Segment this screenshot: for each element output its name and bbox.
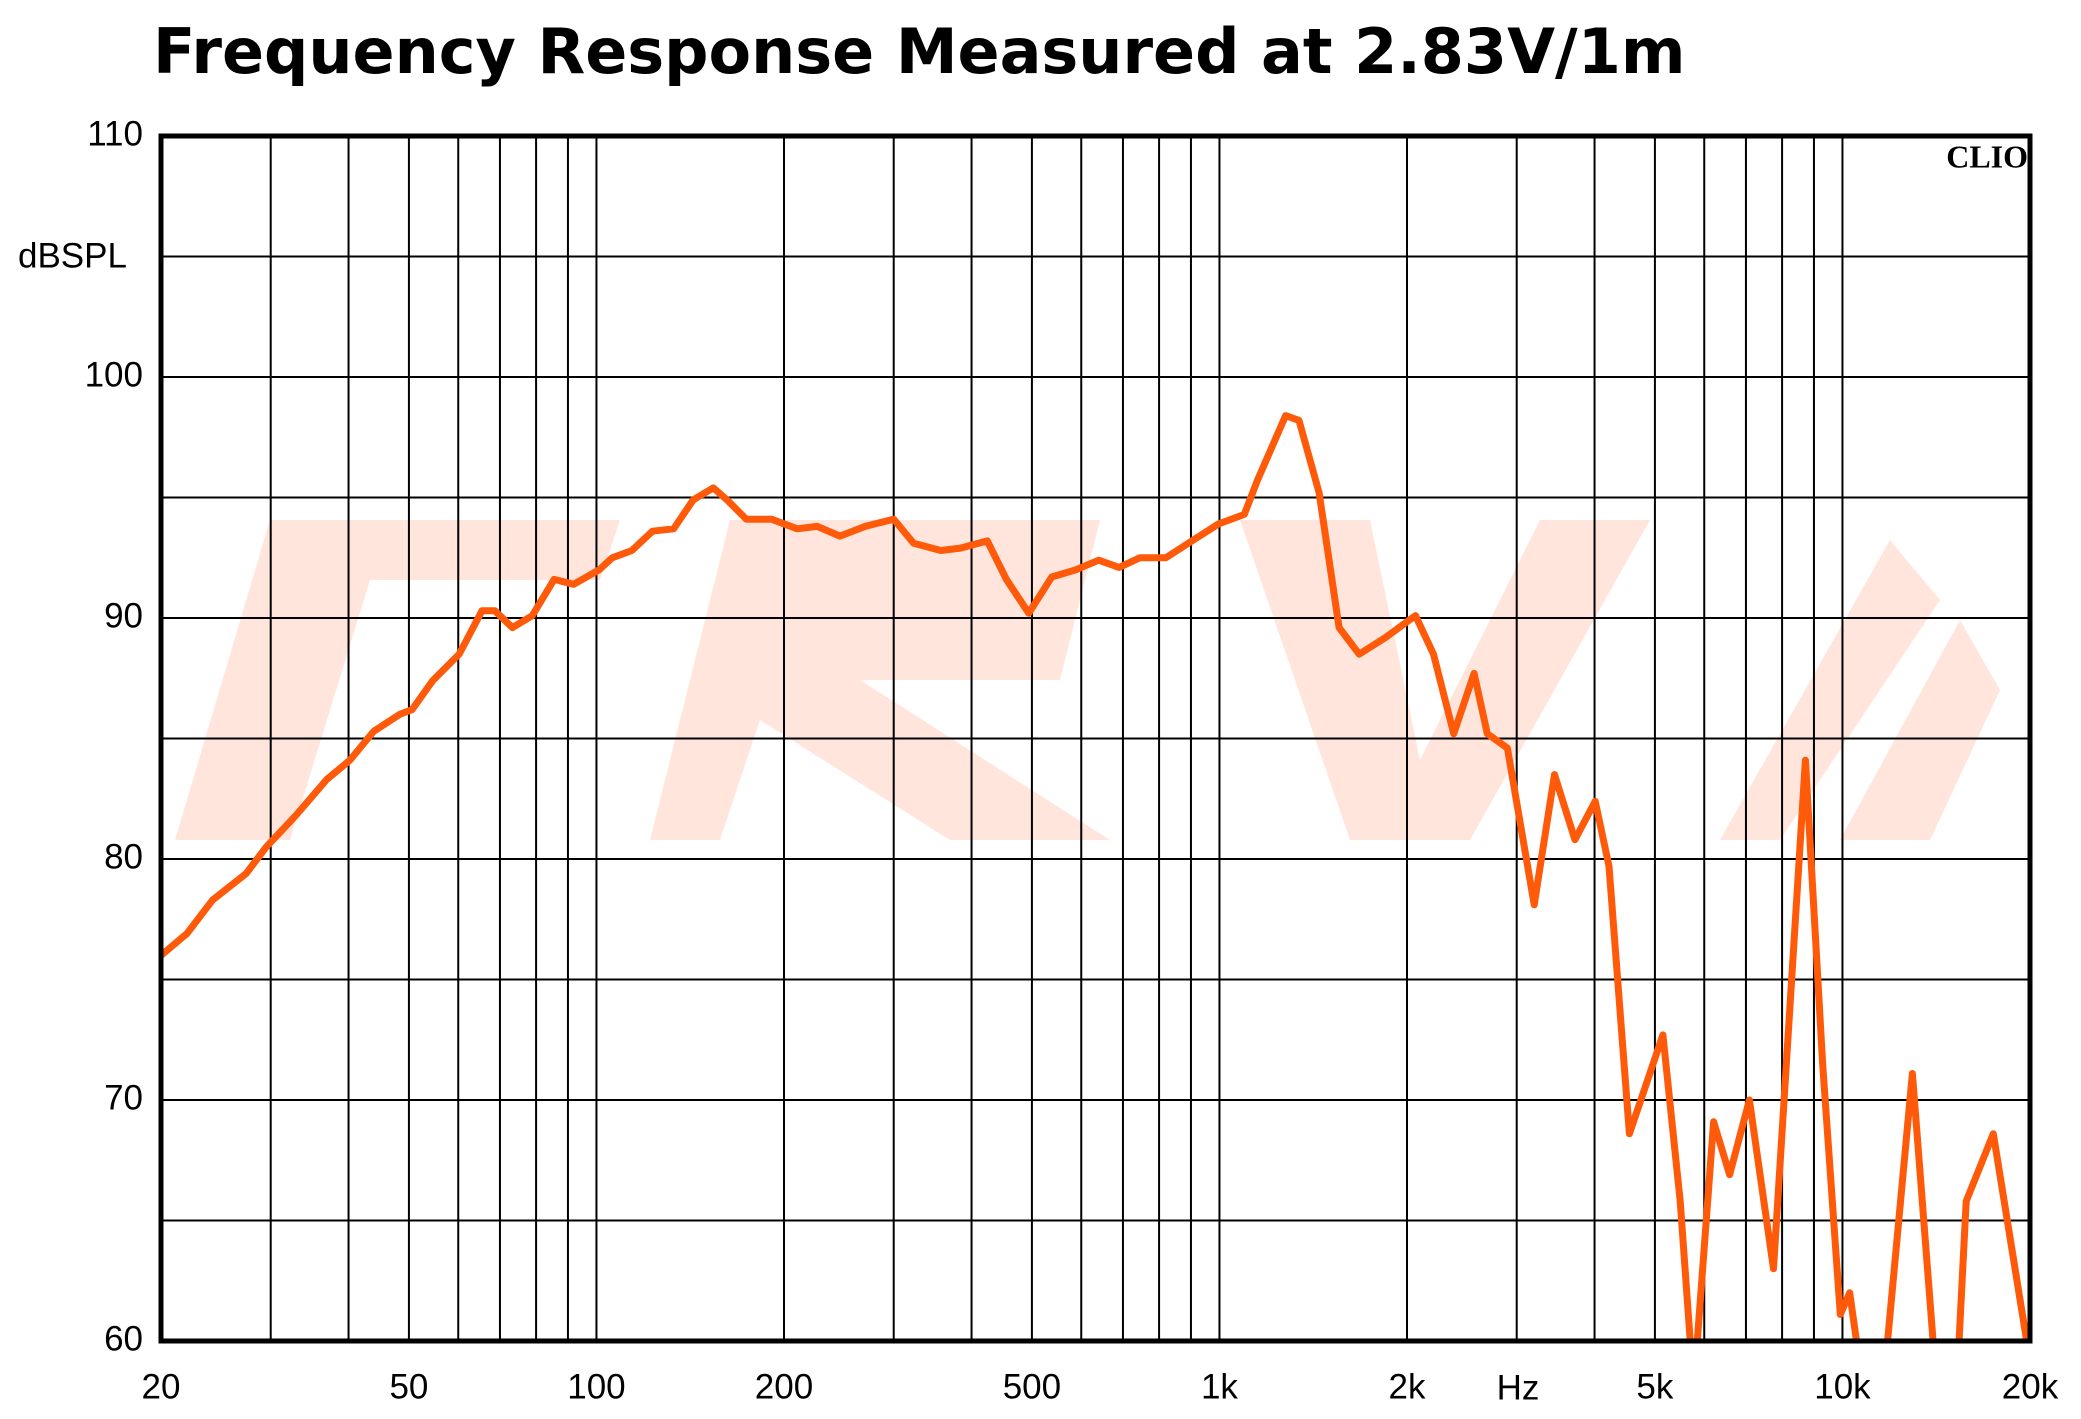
y-tick-label: 100 <box>85 355 143 394</box>
data-line <box>161 412 2030 1341</box>
plot-area <box>161 412 2030 1341</box>
y-tick-label: 70 <box>104 1078 143 1117</box>
x-tick-label: 200 <box>755 1367 813 1406</box>
watermark <box>175 520 2000 840</box>
annotation: CLIO <box>1946 138 2028 174</box>
x-tick-label: 100 <box>567 1367 625 1406</box>
x-tick-label: 20k <box>2002 1367 2059 1406</box>
y-tick-label: 110 <box>87 114 143 153</box>
plot-frame <box>158 133 2033 1344</box>
x-tick-label: 5k <box>1636 1367 1673 1406</box>
x-axis-label: Hz <box>1497 1368 1540 1407</box>
watermark-shape <box>1240 520 1650 840</box>
x-tick-label: 500 <box>1003 1367 1061 1406</box>
chart-title: Frequency Response Measured at 2.83V/1m <box>153 15 1685 88</box>
x-tick-label: 20 <box>142 1367 181 1406</box>
watermark-shape <box>175 520 620 840</box>
x-tick-label: 1k <box>1201 1367 1238 1406</box>
y-tick-label: 90 <box>104 596 143 635</box>
x-tick-label: 2k <box>1389 1367 1426 1406</box>
y-tick-label: 60 <box>104 1319 143 1358</box>
watermark-shape <box>650 520 1110 840</box>
x-tick-label: 50 <box>389 1367 428 1406</box>
y-axis-label: dBSPL <box>18 236 127 275</box>
watermark-shape <box>1720 540 2000 840</box>
x-tick-label: 10k <box>1814 1367 1871 1406</box>
y-tick-label: 80 <box>104 837 143 876</box>
